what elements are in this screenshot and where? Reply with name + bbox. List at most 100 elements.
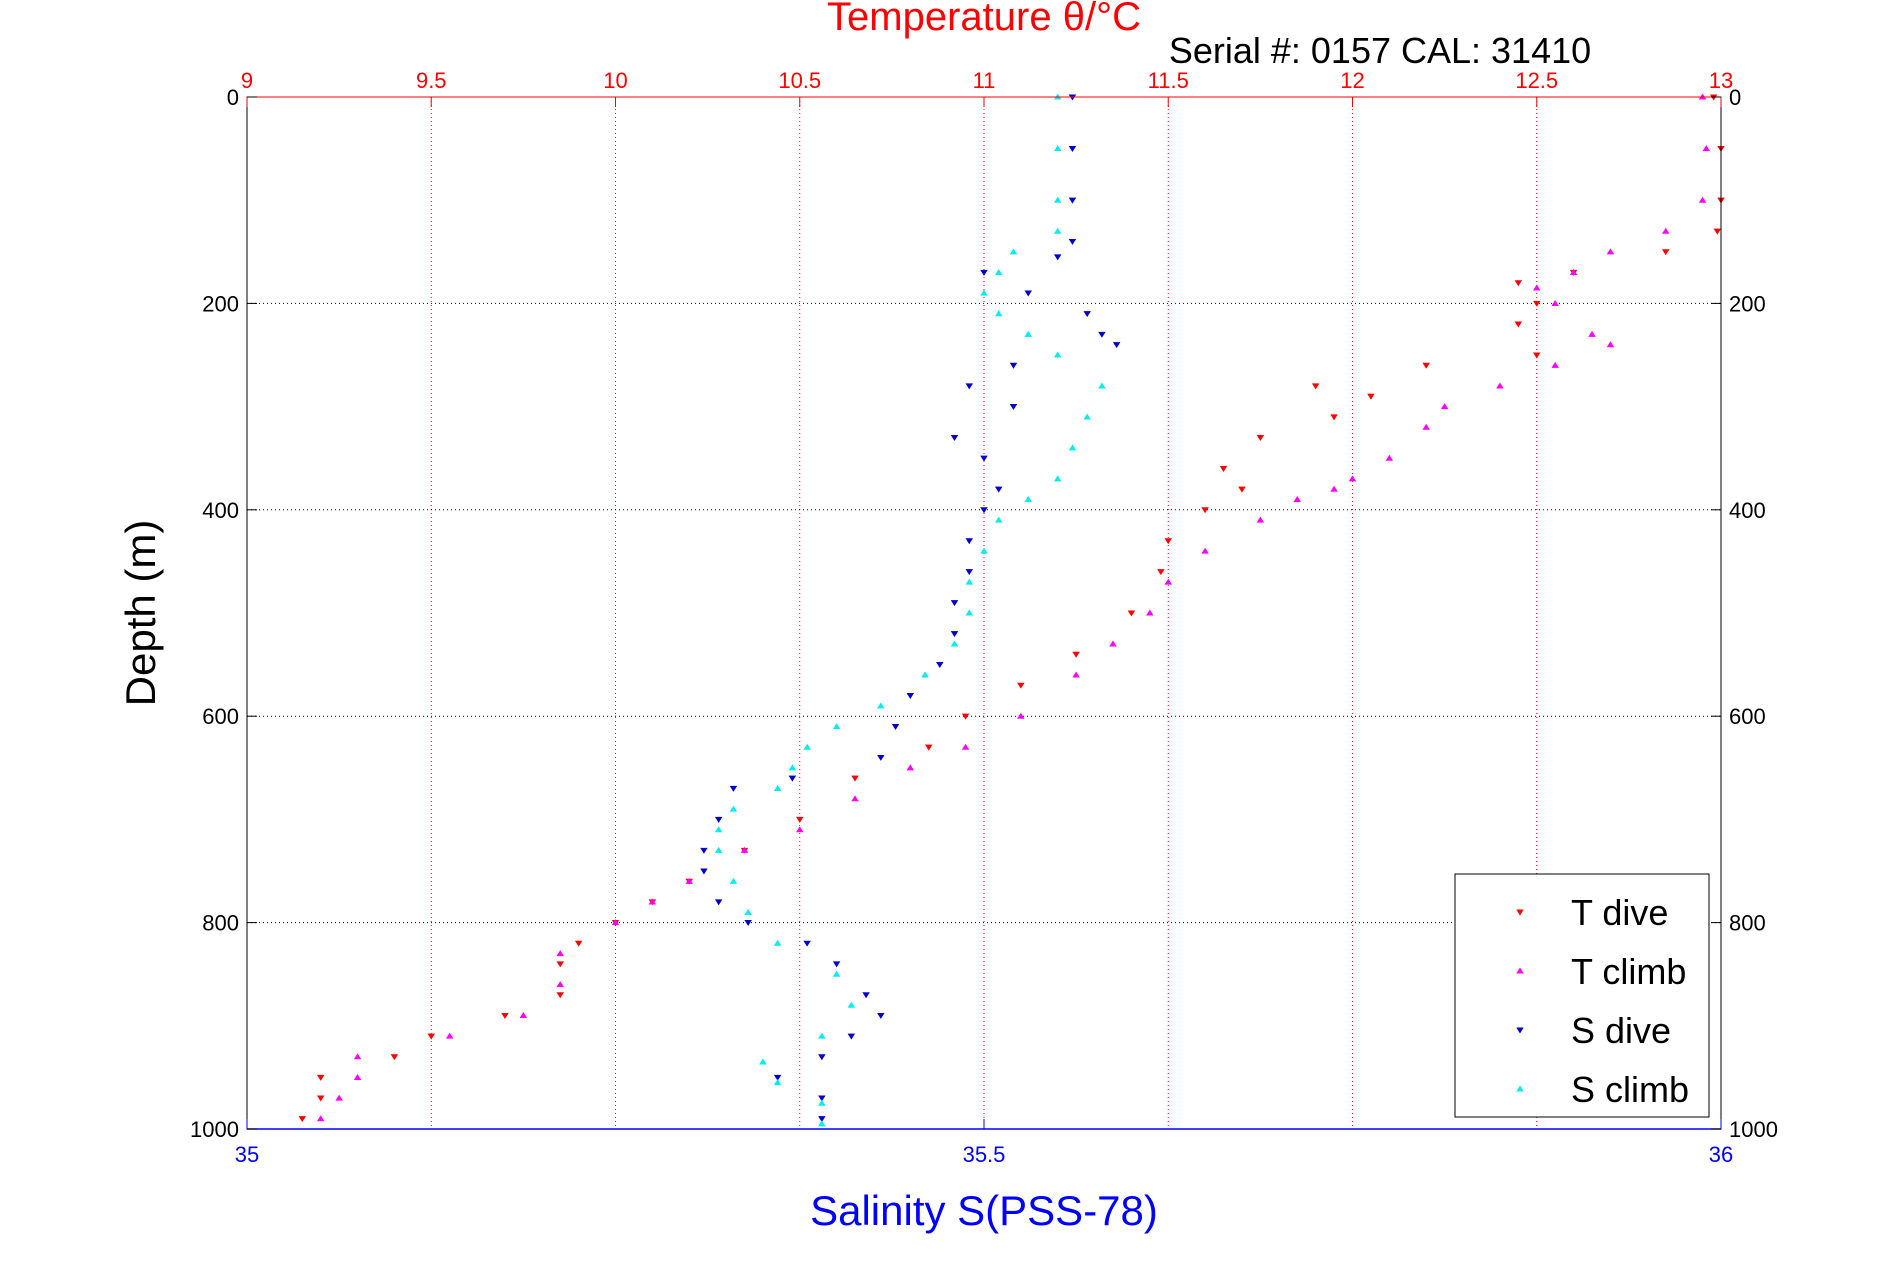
- data-point: [851, 775, 859, 782]
- data-point: [773, 1074, 782, 1081]
- data-point: [1009, 404, 1018, 411]
- data-point: [980, 269, 988, 276]
- data-point: [1024, 290, 1032, 297]
- left-tick-label: 200: [202, 291, 239, 316]
- data-point: [936, 662, 944, 669]
- data-point: [700, 847, 708, 854]
- top-tick-label: 12.5: [1515, 68, 1558, 93]
- left-tick-label: 600: [202, 704, 239, 729]
- data-point: [759, 1058, 767, 1065]
- legend-label: T climb: [1571, 951, 1686, 992]
- data-point: [685, 877, 693, 884]
- top-axis-ticks: 9 9.5 10 10.5 11 11.5 12 12.5 13: [241, 68, 1733, 107]
- data-point: [818, 1099, 826, 1106]
- data-point: [1098, 382, 1106, 389]
- data-point: [740, 846, 749, 853]
- data-point: [1201, 507, 1209, 514]
- data-point: [316, 1074, 325, 1081]
- bottom-tick-label: 35.5: [963, 1142, 1006, 1167]
- data-point: [1083, 413, 1091, 420]
- data-point: [1293, 496, 1301, 503]
- data-point: [1112, 342, 1121, 349]
- data-point: [1385, 454, 1394, 461]
- data-point: [1157, 569, 1165, 576]
- data-point: [924, 744, 933, 751]
- data-point: [519, 1012, 528, 1019]
- data-point: [961, 743, 970, 750]
- y-axis-label: Depth (m): [117, 520, 164, 707]
- data-point: [1098, 331, 1106, 338]
- data-point: [700, 868, 708, 875]
- data-point: [851, 795, 859, 802]
- top-tick-label: 13: [1709, 68, 1733, 93]
- data-point: [1661, 249, 1670, 256]
- data-point: [1238, 486, 1246, 493]
- chart-subtitle: Serial #: 0157 CAL: 31410: [1169, 30, 1591, 71]
- legend-marker: [1516, 909, 1524, 916]
- data-point: [1009, 362, 1018, 369]
- data-point: [714, 899, 723, 906]
- data-point: [1330, 414, 1338, 421]
- legend-marker: [1516, 967, 1524, 974]
- data-point: [832, 970, 841, 977]
- data-point: [1661, 227, 1670, 234]
- data-point: [906, 693, 915, 700]
- data-point: [729, 805, 738, 812]
- data-point: [1109, 640, 1117, 647]
- data-point: [1698, 196, 1707, 203]
- data-point: [1009, 248, 1018, 255]
- data-point: [818, 1054, 826, 1061]
- data-point: [1367, 393, 1375, 400]
- data-point: [1422, 362, 1430, 369]
- data-point: [994, 310, 1003, 317]
- top-tick-label: 9.5: [416, 68, 447, 93]
- data-point: [1083, 311, 1091, 318]
- top-tick-label: 10: [603, 68, 627, 93]
- data-point: [796, 826, 804, 833]
- data-point: [1569, 268, 1578, 275]
- data-point: [773, 939, 782, 946]
- data-point: [1588, 330, 1596, 337]
- data-point: [714, 846, 723, 853]
- data-point: [965, 578, 974, 585]
- data-point: [965, 538, 974, 545]
- data-point: [574, 940, 583, 947]
- data-point: [773, 784, 782, 791]
- data-point: [950, 631, 959, 638]
- data-point: [1053, 145, 1062, 152]
- legend-marker: [1516, 1085, 1524, 1092]
- data-point: [950, 435, 959, 442]
- left-tick-label: 0: [227, 85, 239, 110]
- data-point: [1024, 330, 1032, 337]
- data-point: [994, 486, 1003, 493]
- series-2: [700, 94, 1121, 1123]
- top-tick-label: 9: [241, 68, 253, 93]
- data-point: [1017, 712, 1025, 719]
- data-point: [1533, 352, 1541, 359]
- left-axis-ticks: 0 200 400 600 800 1000: [190, 85, 257, 1142]
- top-tick-label: 11: [973, 68, 996, 93]
- data-point: [796, 816, 804, 823]
- data-point: [921, 671, 929, 678]
- data-point: [803, 940, 811, 947]
- data-point: [427, 1033, 435, 1040]
- data-point: [906, 764, 915, 771]
- data-point: [316, 1115, 325, 1122]
- data-point: [1514, 321, 1523, 328]
- data-point: [353, 1053, 362, 1060]
- data-point: [1072, 651, 1080, 658]
- data-point: [729, 877, 738, 884]
- data-point: [1068, 146, 1077, 153]
- data-point: [501, 1012, 509, 1019]
- data-point: [714, 816, 723, 823]
- data-point: [1348, 475, 1357, 482]
- data-point: [1551, 361, 1559, 368]
- data-point: [1053, 196, 1062, 203]
- data-point: [961, 713, 970, 720]
- data-point: [1164, 538, 1172, 545]
- legend-label: S climb: [1571, 1069, 1689, 1110]
- data-point: [788, 775, 797, 782]
- data-point: [316, 1095, 325, 1102]
- data-point: [1606, 341, 1615, 348]
- data-point: [832, 961, 841, 968]
